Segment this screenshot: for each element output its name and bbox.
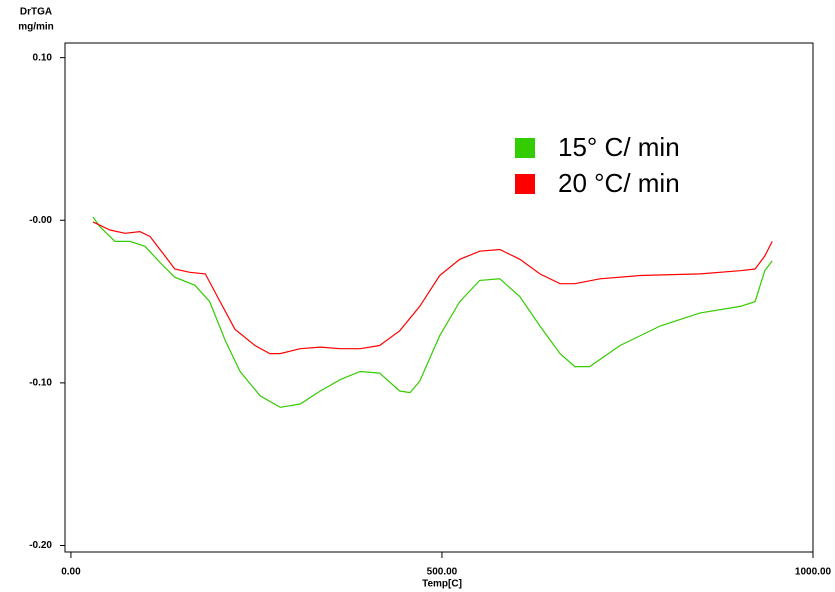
legend-label: 20 °C/ min bbox=[558, 168, 680, 198]
y-tick-label: -0.20 bbox=[29, 540, 52, 551]
legend-swatch bbox=[515, 138, 535, 158]
series-line bbox=[92, 221, 773, 355]
x-tick-label: 500.00 bbox=[427, 567, 458, 578]
y-axis-label: mg/min bbox=[18, 22, 54, 33]
y-axis-label: DrTGA bbox=[20, 7, 52, 18]
x-tick-label: 1000.00 bbox=[795, 567, 832, 578]
y-tick-label: 0.10 bbox=[33, 52, 53, 63]
x-axis-label: Temp[C] bbox=[422, 579, 462, 590]
legend-label: 15° C/ min bbox=[558, 132, 680, 162]
series-line bbox=[92, 216, 773, 408]
x-tick-label: 0.00 bbox=[61, 567, 81, 578]
plot-frame bbox=[64, 42, 814, 553]
y-tick-label: -0.00 bbox=[29, 215, 52, 226]
y-tick-label: -0.10 bbox=[29, 378, 52, 389]
legend-swatch bbox=[515, 174, 535, 194]
